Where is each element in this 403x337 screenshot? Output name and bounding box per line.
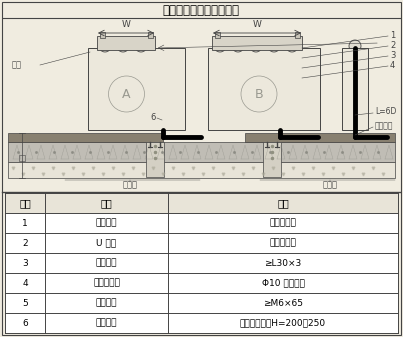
Bar (19, 155, 25, 161)
Bar (146, 142, 164, 177)
Text: 见工程设计: 见工程设计 (270, 239, 297, 247)
Text: 序号: 序号 (19, 198, 31, 208)
Bar (245, 133, 395, 142)
Circle shape (349, 40, 361, 52)
Text: 接地联结线: 接地联结线 (93, 278, 120, 287)
Circle shape (286, 40, 298, 52)
Text: 见工程设计: 见工程设计 (270, 218, 297, 227)
Text: 倒角: 倒角 (12, 61, 22, 69)
Text: 角钢支架: 角钢支架 (96, 258, 117, 268)
Circle shape (232, 40, 244, 52)
Text: Φ10 镀锌圆钢: Φ10 镀锌圆钢 (262, 278, 304, 287)
Bar (88, 48, 185, 130)
Text: W: W (253, 20, 262, 29)
Bar (212, 36, 302, 50)
Text: B: B (255, 88, 263, 100)
Bar (147, 32, 152, 38)
Bar (342, 48, 368, 130)
Text: ≥M6×65: ≥M6×65 (263, 299, 303, 307)
Circle shape (214, 40, 226, 52)
Text: 名称: 名称 (101, 198, 112, 208)
Bar (263, 142, 281, 177)
Bar (97, 36, 155, 50)
Bar (208, 48, 320, 130)
Text: 3: 3 (22, 258, 28, 268)
Text: 4: 4 (22, 278, 28, 287)
Text: 拉爆螺栓: 拉爆螺栓 (96, 299, 117, 307)
Text: 防水卷材: 防水卷材 (375, 122, 393, 130)
Text: 1: 1 (22, 218, 28, 227)
Text: 电气露天钢管安装大样图: 电气露天钢管安装大样图 (162, 3, 239, 17)
Text: 6: 6 (22, 318, 28, 328)
Text: U 形码: U 形码 (96, 239, 116, 247)
Bar (295, 32, 299, 38)
Text: L=6D: L=6D (375, 108, 397, 117)
Text: 距完成面高度H=200～250: 距完成面高度H=200～250 (240, 318, 326, 328)
Text: ≥L30×3: ≥L30×3 (264, 258, 301, 268)
Text: 规格: 规格 (277, 198, 289, 208)
Text: 楼面板: 楼面板 (322, 181, 337, 189)
Text: W: W (122, 20, 131, 29)
Circle shape (268, 40, 280, 52)
Text: 3: 3 (390, 52, 395, 61)
Text: 6: 6 (150, 114, 156, 123)
Bar (5, 193, 398, 333)
Bar (214, 32, 220, 38)
Text: 4: 4 (390, 61, 395, 70)
Text: 2: 2 (22, 239, 28, 247)
Bar (8, 133, 163, 142)
Circle shape (99, 40, 111, 52)
Text: 防水层: 防水层 (123, 181, 137, 189)
Bar (8, 162, 395, 178)
Text: 1: 1 (390, 31, 395, 40)
Text: 5: 5 (22, 299, 28, 307)
Bar (5, 193, 398, 213)
Bar (8, 142, 395, 162)
Text: 水泥护墩: 水泥护墩 (96, 318, 117, 328)
Circle shape (250, 40, 262, 52)
Circle shape (135, 40, 147, 52)
Text: A: A (122, 88, 131, 100)
Bar (100, 32, 104, 38)
Circle shape (117, 40, 129, 52)
Text: 镀锌钢管: 镀锌钢管 (96, 218, 117, 227)
Text: 2: 2 (390, 41, 395, 51)
